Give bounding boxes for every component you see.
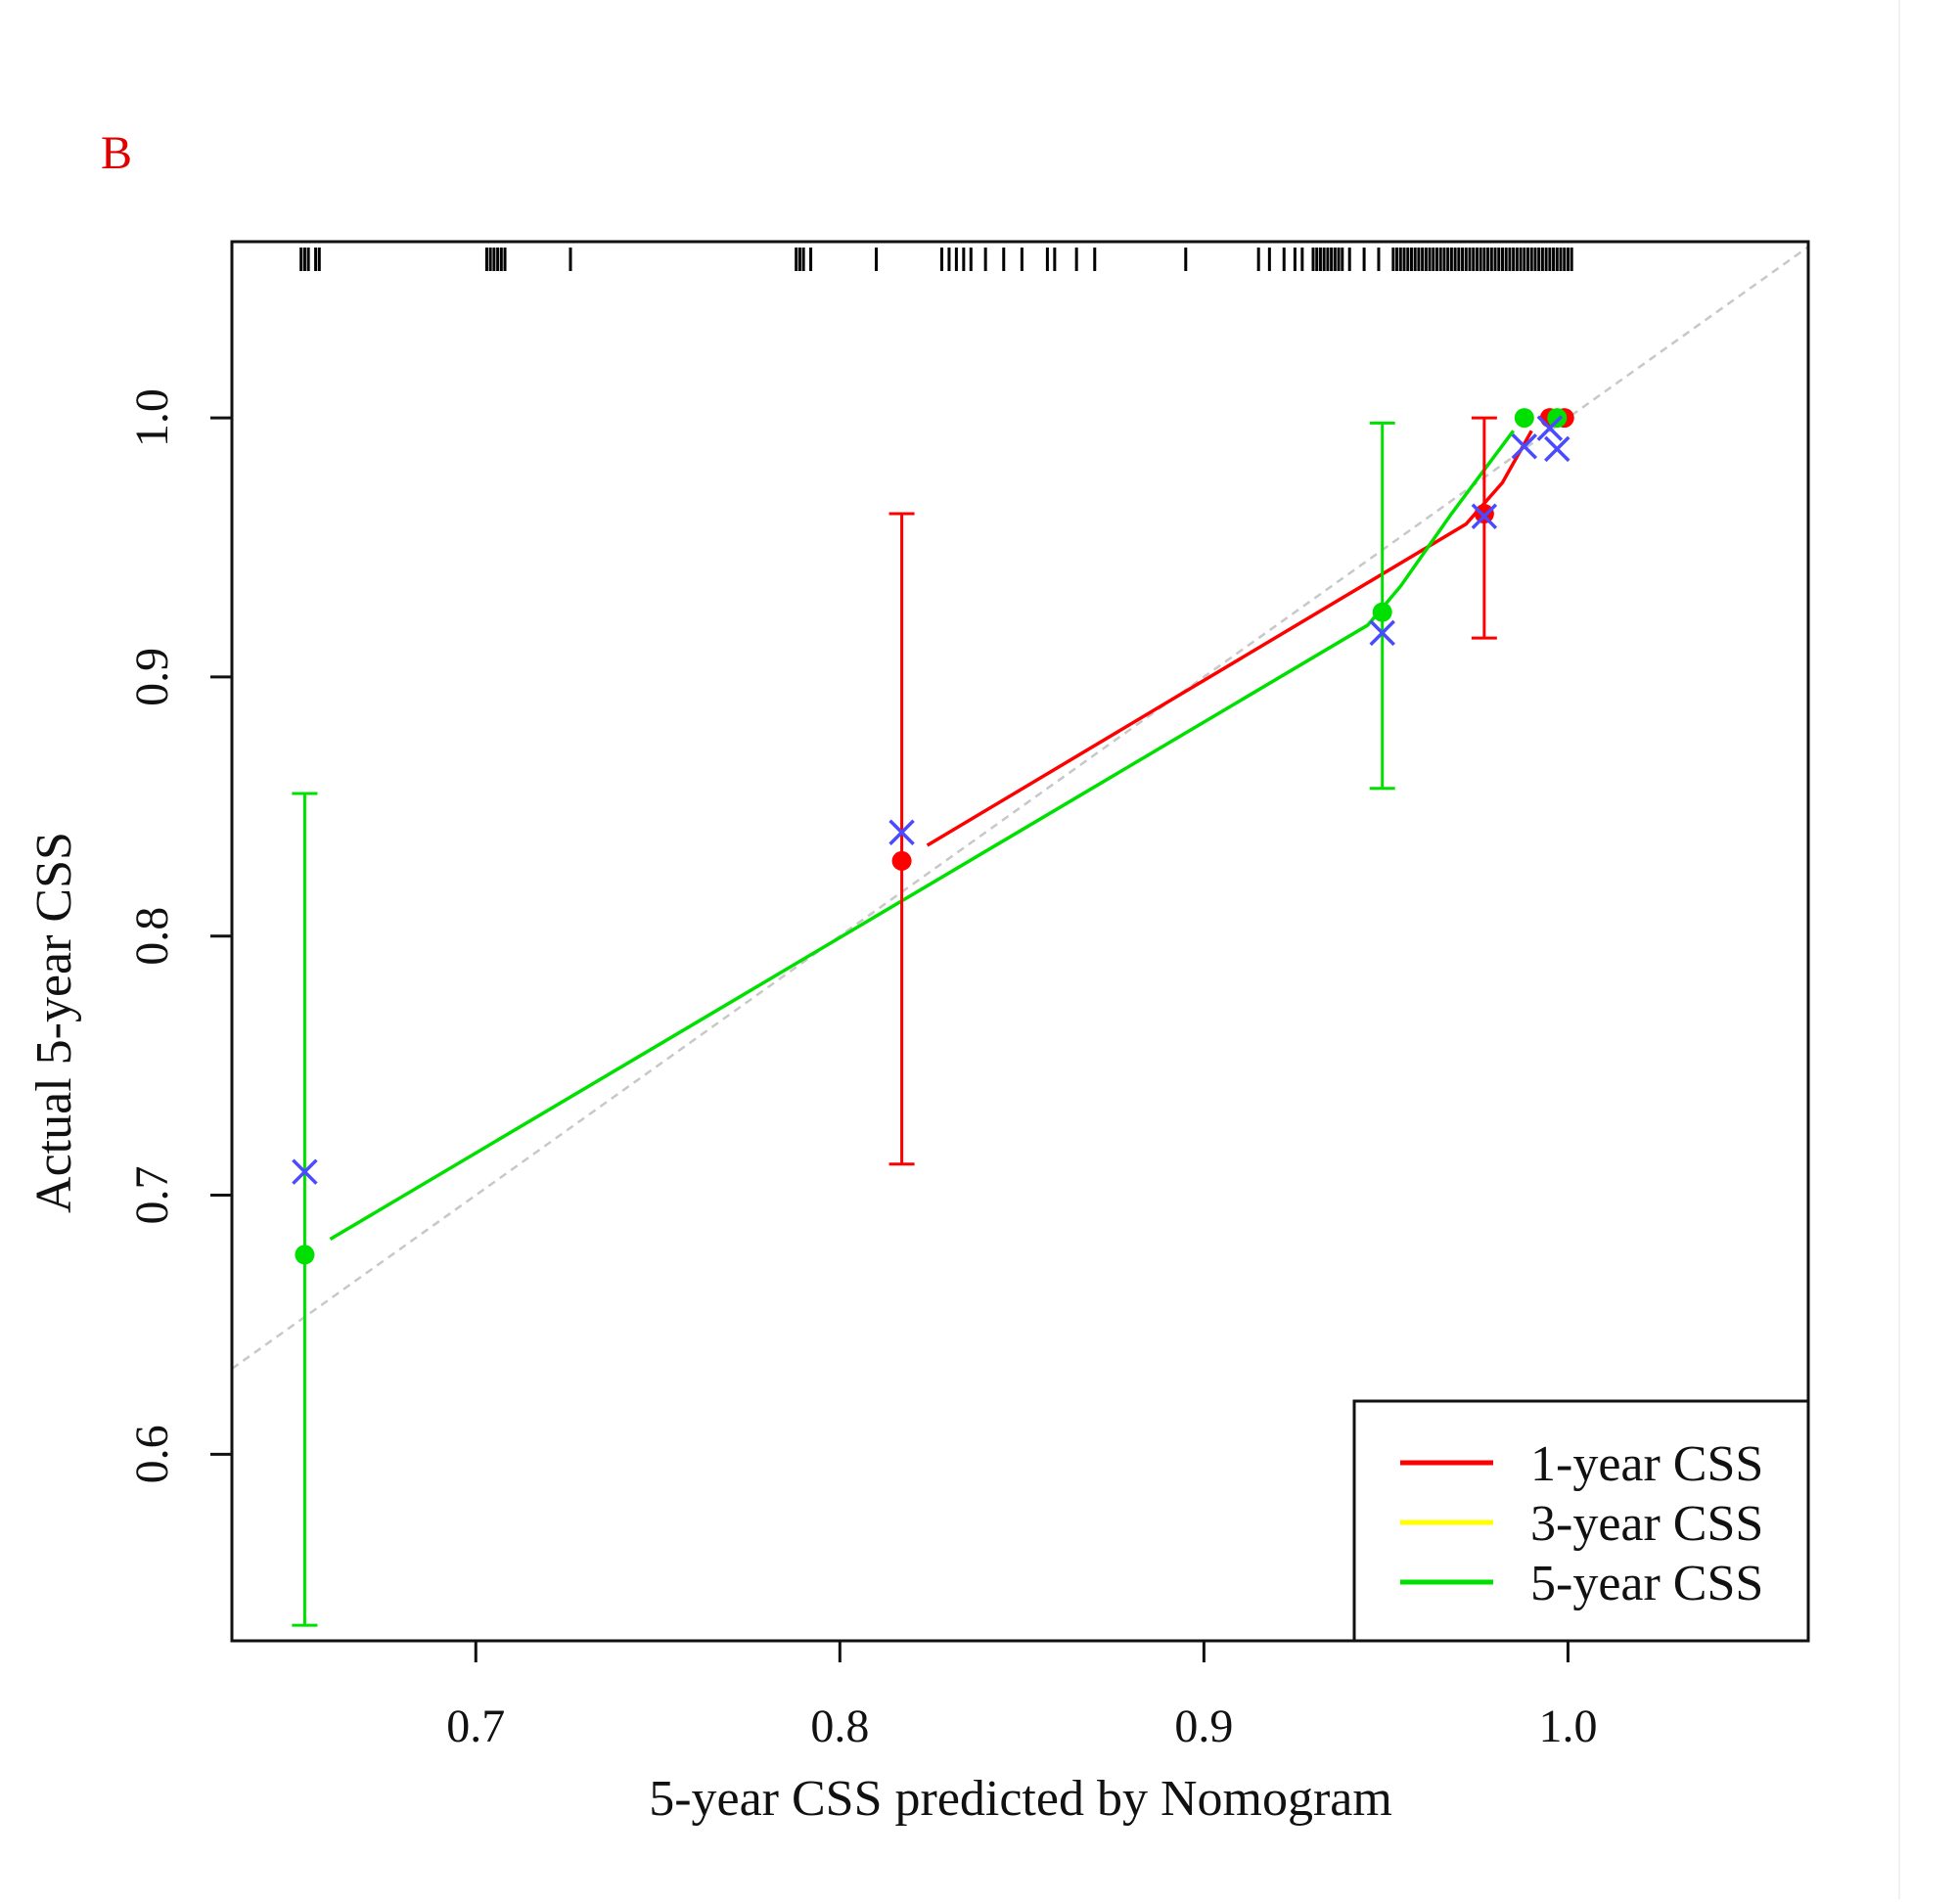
x-marker-stroke-b: [1369, 619, 1395, 647]
y-axis-title: Actual 5-year CSS: [26, 832, 82, 1213]
x-marker-stroke-b: [292, 1158, 318, 1185]
x-marker-stroke-b: [1511, 432, 1538, 460]
bias-corrected-line-1: [329, 430, 1516, 1242]
y-tick-label-2: 0.8: [126, 907, 178, 966]
legend-label-0: 1-year CSS: [1530, 1436, 1763, 1492]
x-marker-stroke-b: [888, 819, 915, 846]
y-tick-label-4: 1.0: [126, 388, 178, 447]
bias-corrected-line-0: [926, 430, 1533, 847]
point-0-1: [1474, 504, 1494, 524]
x-axis-title: 5-year CSS predicted by Nomogram: [649, 1771, 1392, 1827]
plot-frame: [230, 240, 1810, 1643]
y-tick-label-0: 0.6: [126, 1425, 178, 1483]
plot-area: 0.7 0.8 0.9 1.0 0.6 0.7 0.8 0.9 1.0 1-year CSS3-y…: [126, 240, 1810, 1752]
point-1-1: [1372, 602, 1392, 622]
point-1-0: [295, 1245, 315, 1265]
x-marker-stroke-b: [1536, 415, 1564, 441]
x-tick-label-1: 0.8: [810, 1700, 869, 1752]
y-tick-label-3: 0.9: [126, 648, 178, 706]
x-tick-label-3: 1.0: [1538, 1700, 1597, 1752]
legend-label-2: 5-year CSS: [1530, 1556, 1763, 1611]
y-tick-label-1: 0.7: [126, 1166, 178, 1225]
point-0-0: [891, 850, 912, 871]
x-marker-1: [888, 819, 915, 846]
panel-label: B: [101, 127, 132, 179]
plot-inner: [232, 246, 1808, 1627]
x-tick-label-2: 0.9: [1174, 1700, 1233, 1752]
legend-label-1: 3-year CSS: [1530, 1496, 1763, 1552]
x-marker-4: [1511, 432, 1538, 460]
x-marker-3: [1471, 503, 1498, 529]
reference-diagonal-line: [232, 246, 1808, 1370]
x-tick-label-0: 0.7: [446, 1700, 505, 1752]
x-marker-0: [292, 1158, 318, 1185]
point-1-3: [1547, 408, 1568, 429]
x-marker-2: [1369, 619, 1395, 647]
page-edge-divider: [1898, 0, 1900, 1899]
x-marker-5: [1536, 415, 1564, 441]
x-marker-6: [1544, 435, 1570, 463]
point-1-2: [1514, 408, 1534, 429]
x-marker-stroke-b: [1544, 435, 1570, 463]
x-marker-stroke-b: [1471, 503, 1498, 529]
